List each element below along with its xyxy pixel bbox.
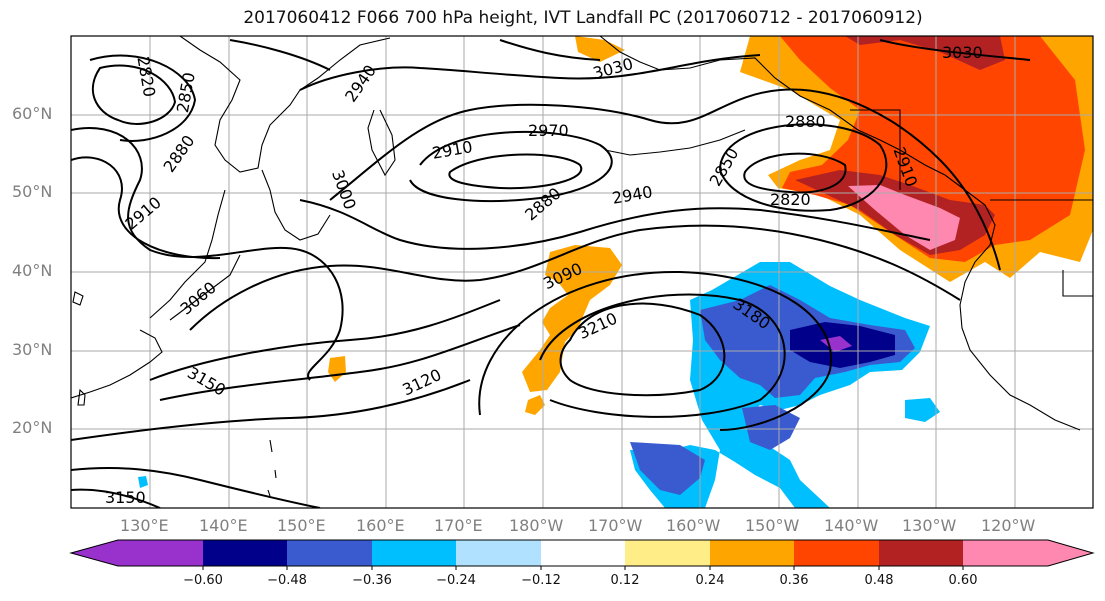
longitude-label: 170°W — [588, 516, 643, 535]
map-area: 2820 2850 2880 2910 2940 2970 3000 3030 … — [71, 36, 1093, 508]
height-contours — [71, 39, 1031, 508]
contour-label: 2970 — [528, 121, 569, 140]
colorbar-tick-label: −0.24 — [436, 573, 476, 588]
longitude-label: 160°W — [666, 516, 721, 535]
negative-anomaly-shading — [138, 262, 940, 508]
contour-label: 3150 — [105, 488, 146, 507]
longitude-label: 150°W — [745, 516, 800, 535]
colorbar-tick-label: −0.12 — [521, 573, 561, 588]
latitude-label: 40°N — [12, 261, 53, 280]
map-frame — [70, 35, 1094, 509]
colorbar-tick-label: 0.24 — [695, 573, 725, 588]
longitude-label: 120°W — [981, 516, 1036, 535]
colorbar-tick-label: −0.48 — [267, 573, 307, 588]
colorbar-tick-label: 0.48 — [864, 573, 894, 588]
map-title: 2017060412 F066 700 hPa height, IVT Land… — [243, 8, 923, 28]
contour-label: 2820 — [770, 190, 811, 209]
colorbar-tick-label: −0.36 — [352, 573, 392, 588]
contour-label: 2880 — [785, 112, 826, 131]
longitude-label: 180°W — [509, 516, 564, 535]
graticule — [71, 36, 1093, 508]
longitude-label: 140°E — [199, 516, 248, 535]
latitude-label: 30°N — [12, 340, 53, 359]
latitude-label: 20°N — [12, 418, 53, 437]
latitude-label: 50°N — [12, 182, 53, 201]
colorbar-tick-label: 0.60 — [948, 573, 978, 588]
longitude-label: 150°E — [277, 516, 326, 535]
colorbar-tick-label: −0.60 — [183, 573, 223, 588]
positive-anomaly-shading — [328, 36, 1093, 415]
longitude-label: 160°E — [356, 516, 405, 535]
colorbar-tick-label: 0.36 — [779, 573, 809, 588]
longitude-label: 130°E — [120, 516, 169, 535]
colorbar — [69, 539, 1095, 570]
contour-label: 3030 — [942, 43, 983, 62]
latitude-label: 60°N — [12, 104, 53, 123]
longitude-label: 140°W — [824, 516, 879, 535]
longitude-label: 170°E — [434, 516, 483, 535]
longitude-label: 130°W — [902, 516, 957, 535]
coastlines — [71, 36, 1093, 497]
colorbar-tick-label: 0.12 — [610, 573, 640, 588]
